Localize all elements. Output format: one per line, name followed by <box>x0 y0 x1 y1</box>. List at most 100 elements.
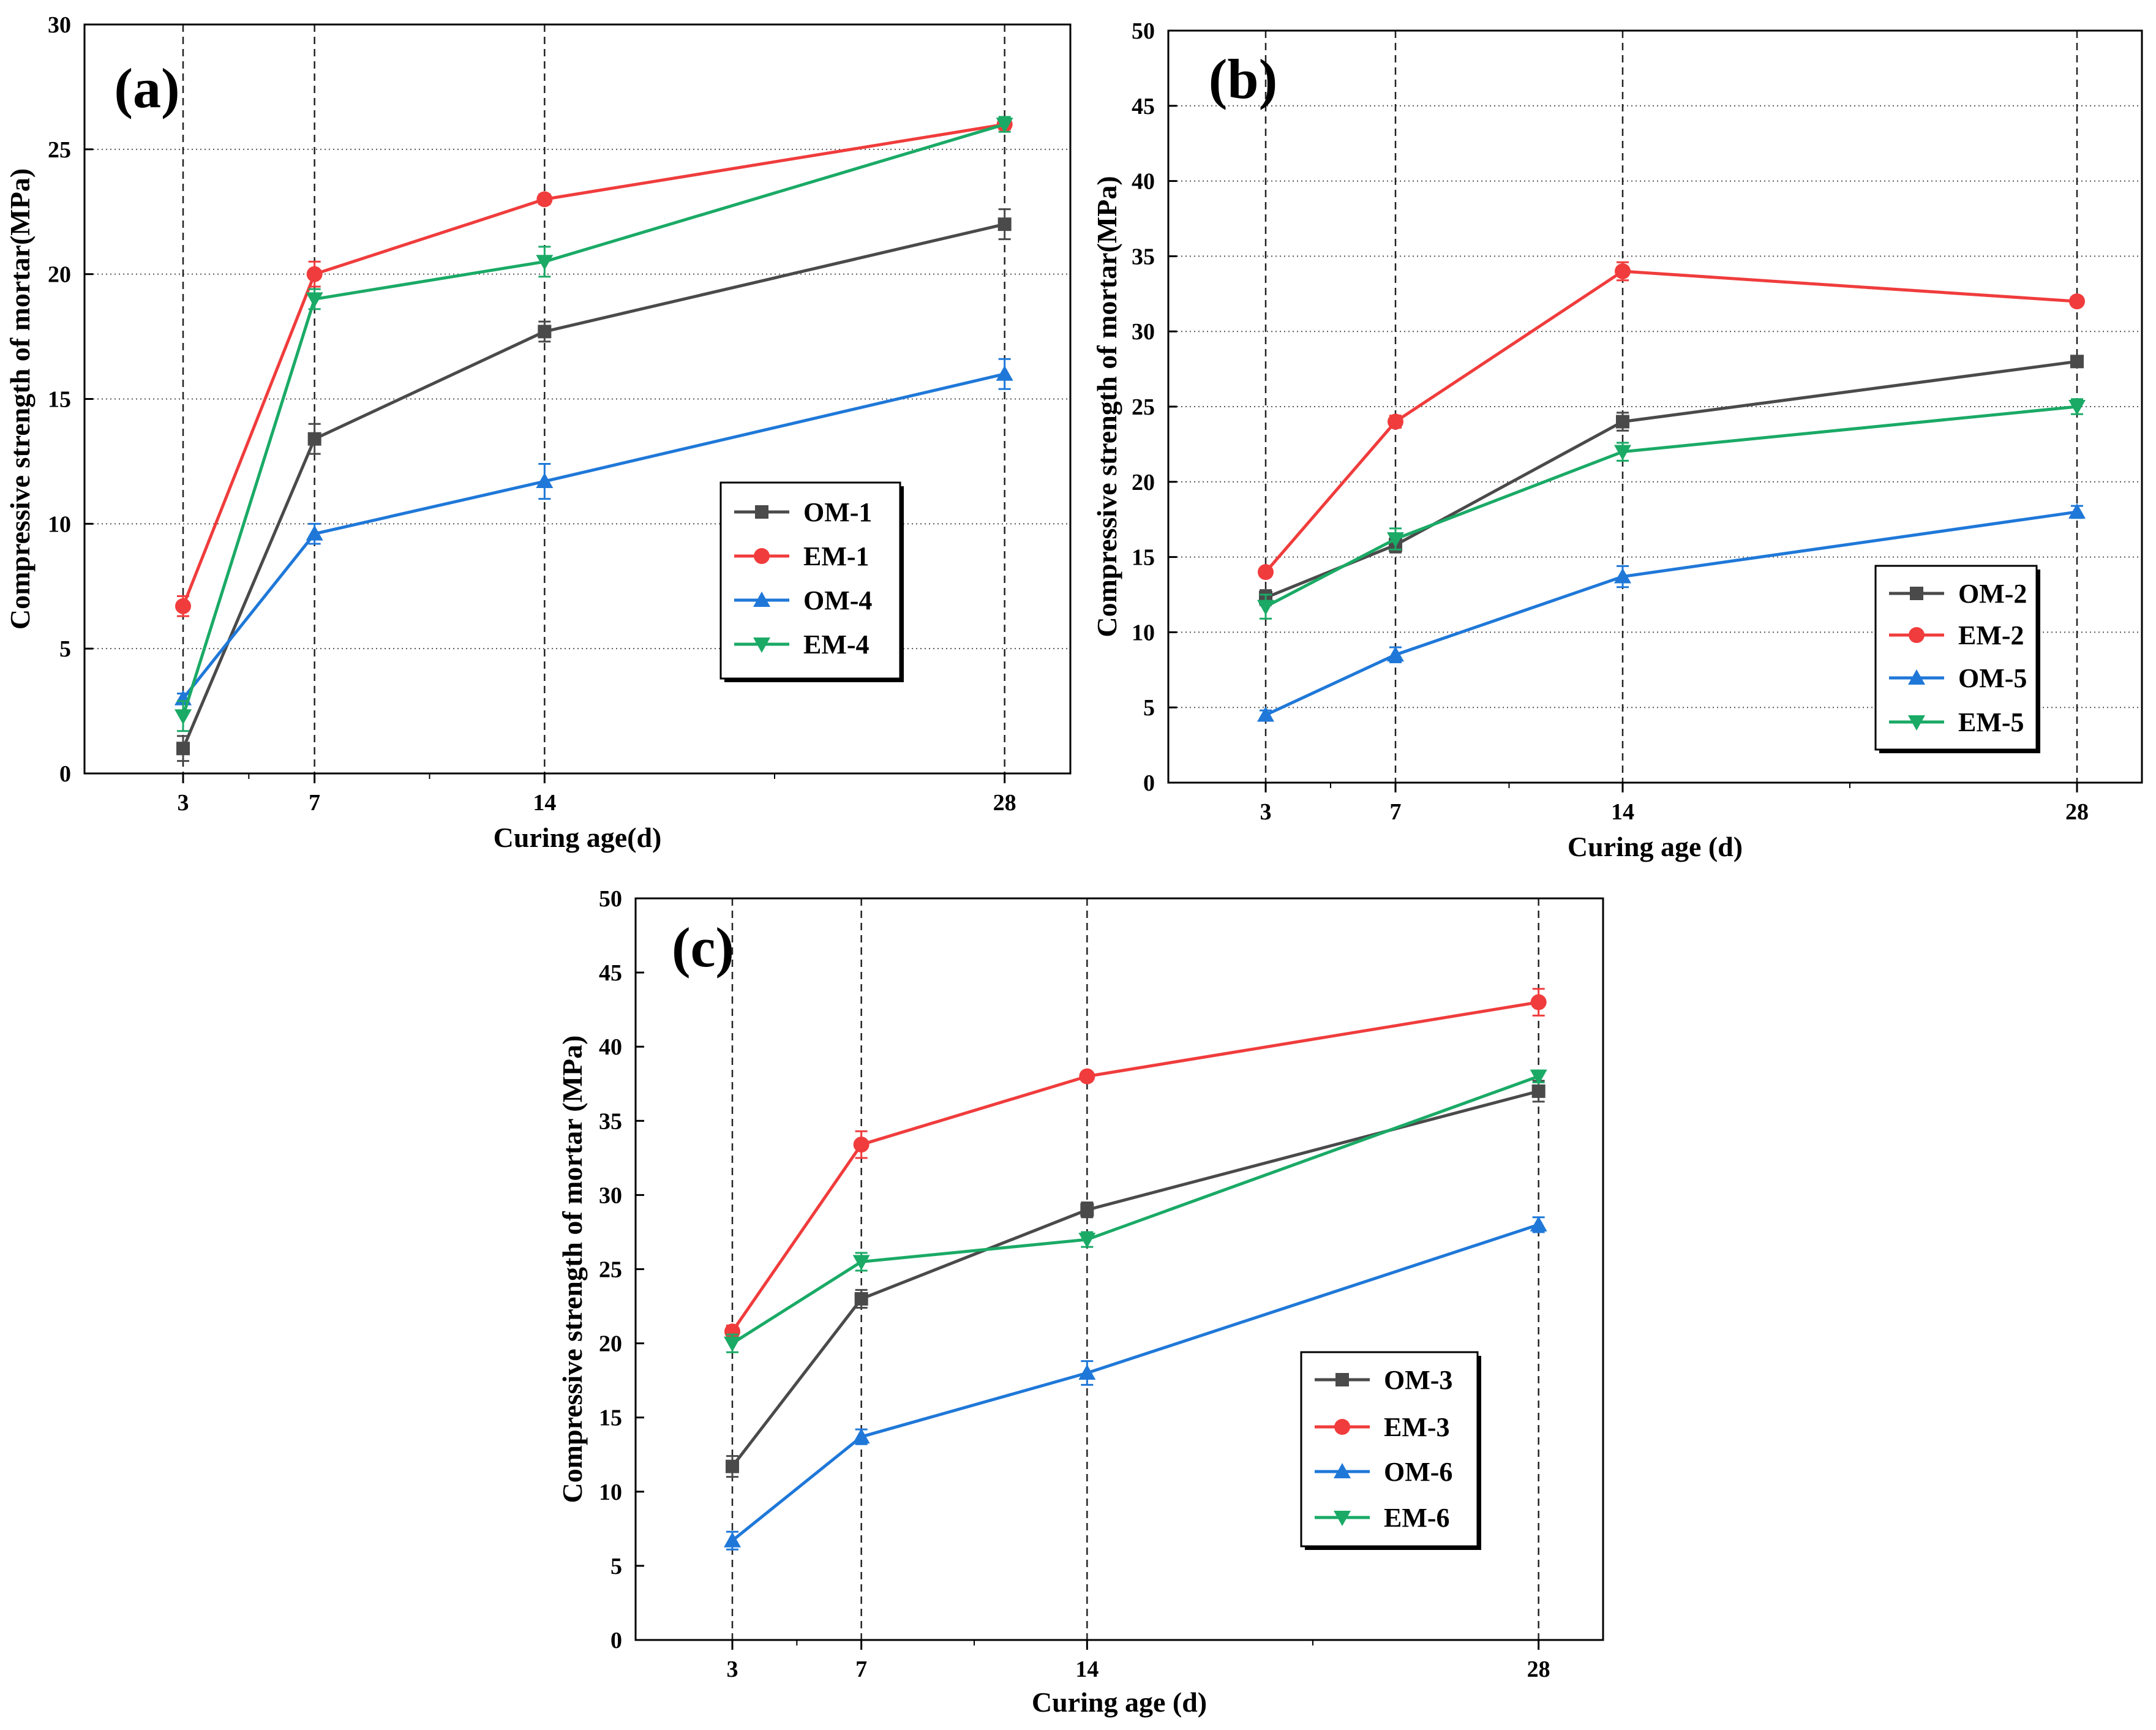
data-point <box>536 255 554 271</box>
series-line <box>731 1223 1539 1542</box>
x-tick-label: 3 <box>1260 799 1272 825</box>
x-tick-label: 7 <box>855 1657 867 1682</box>
y-tick-label: 40 <box>599 1034 622 1060</box>
legend-label: OM-6 <box>1384 1457 1452 1487</box>
y-tick-label: 20 <box>599 1331 622 1357</box>
series-EM-2 <box>1258 261 2085 581</box>
data-point <box>2069 293 2085 310</box>
data-point <box>306 292 323 308</box>
data-point <box>1080 1203 1094 1217</box>
data-point <box>1530 1216 1547 1232</box>
panel-label: (a) <box>114 57 179 119</box>
data-point <box>1616 415 1629 429</box>
y-tick-label: 35 <box>1132 244 1155 269</box>
series-line <box>731 1089 1539 1468</box>
data-point <box>724 1336 741 1352</box>
legend-label: OM-1 <box>803 497 872 527</box>
data-point <box>2070 355 2084 369</box>
data-point <box>538 325 552 339</box>
legend-marker <box>754 548 770 564</box>
legend-marker <box>753 592 770 607</box>
y-tick-label: 30 <box>48 12 71 38</box>
series-OM-3 <box>726 1080 1546 1478</box>
legend-marker <box>1334 1419 1350 1435</box>
panel-label: (c) <box>672 916 734 979</box>
data-point <box>724 1323 740 1340</box>
legend-marker <box>1908 715 1925 731</box>
legend-label: OM-5 <box>1958 663 2027 693</box>
data-point <box>1387 532 1404 548</box>
legend: OM-1 EM-1 OM-4 EM-4 <box>719 481 904 682</box>
x-tick-label: 28 <box>1527 1657 1550 1682</box>
data-point <box>1078 1364 1096 1380</box>
data-point <box>1257 600 1274 615</box>
series-line <box>1264 510 2078 716</box>
data-point <box>175 709 192 725</box>
y-tick-label: 15 <box>48 387 71 413</box>
series-EM-5 <box>1257 398 2086 620</box>
y-tick-label: 5 <box>610 1554 622 1579</box>
chart-panel-3: 0 5 10 15 20 25 30 35 40 45 50 3 7 14 28 Curing age (d)… <box>557 886 1604 1718</box>
y-tick-label: 10 <box>1132 620 1155 645</box>
y-tick-label: 15 <box>1132 545 1155 571</box>
x-tick-label: 3 <box>727 1657 738 1682</box>
data-point <box>1614 445 1631 461</box>
x-axis-title: Curing age(d) <box>494 822 662 853</box>
x-tick-label: 7 <box>309 790 320 816</box>
series-line <box>182 372 1005 700</box>
chart-panel-1: 0 5 10 15 20 25 30 3 7 14 28 Curing age(d) Compressi… <box>4 12 1072 853</box>
data-point <box>1530 1069 1547 1085</box>
y-tick-label: 35 <box>599 1108 622 1134</box>
series-line <box>731 1001 1539 1333</box>
data-point <box>1530 994 1547 1010</box>
legend-box <box>719 481 901 680</box>
data-point <box>996 118 1013 134</box>
y-tick-label: 0 <box>1143 770 1155 796</box>
y-tick-label: 50 <box>599 886 622 912</box>
x-tick-label: 3 <box>178 790 189 816</box>
y-axis-title: Compressive strength of mortar (MPa) <box>557 1036 588 1503</box>
legend-marker <box>1910 587 1923 600</box>
data-point <box>2068 503 2086 519</box>
legend-label: OM-3 <box>1384 1365 1452 1395</box>
y-tick-label: 30 <box>599 1183 622 1208</box>
series-EM-4 <box>175 116 1013 732</box>
x-tick-label: 14 <box>533 790 556 816</box>
y-tick-label: 15 <box>599 1405 622 1431</box>
data-point <box>726 1459 739 1473</box>
x-tick-label: 28 <box>993 790 1016 816</box>
data-point <box>306 266 323 282</box>
data-point <box>1615 263 1631 279</box>
y-tick-label: 20 <box>1132 470 1155 495</box>
data-point <box>853 1137 870 1153</box>
data-point <box>1388 413 1403 430</box>
x-axis-title: Curing age (d) <box>1568 831 1743 862</box>
y-tick-label: 25 <box>1132 394 1155 420</box>
y-tick-label: 45 <box>1132 94 1155 119</box>
legend-marker <box>1334 1463 1351 1478</box>
x-axis-title: Curing age (d) <box>1032 1687 1207 1718</box>
legend-box <box>1874 565 2038 751</box>
y-tick-label: 40 <box>1132 169 1155 195</box>
y-axis-title: Compressive strength of mortar(MPa) <box>1091 176 1122 637</box>
data-point <box>854 1292 868 1306</box>
y-tick-label: 10 <box>48 511 71 537</box>
legend-label: EM-6 <box>1384 1503 1450 1533</box>
series-OM-6 <box>724 1216 1547 1551</box>
data-point <box>1257 706 1274 722</box>
data-point <box>1079 1068 1095 1085</box>
legend-marker <box>1909 627 1925 643</box>
legend-label: EM-5 <box>1958 707 2024 737</box>
legend-label: OM-4 <box>803 585 872 615</box>
data-point <box>175 598 191 614</box>
y-tick-label: 5 <box>1143 695 1155 721</box>
legend-marker <box>1908 669 1925 685</box>
x-tick-label: 14 <box>1075 1657 1099 1682</box>
x-tick-label: 14 <box>1611 799 1634 825</box>
series-line <box>181 122 1005 716</box>
data-point <box>536 473 554 489</box>
y-tick-label: 0 <box>59 761 71 787</box>
series-EM-6 <box>724 1069 1547 1353</box>
data-point <box>997 217 1012 231</box>
data-point <box>1258 564 1274 581</box>
